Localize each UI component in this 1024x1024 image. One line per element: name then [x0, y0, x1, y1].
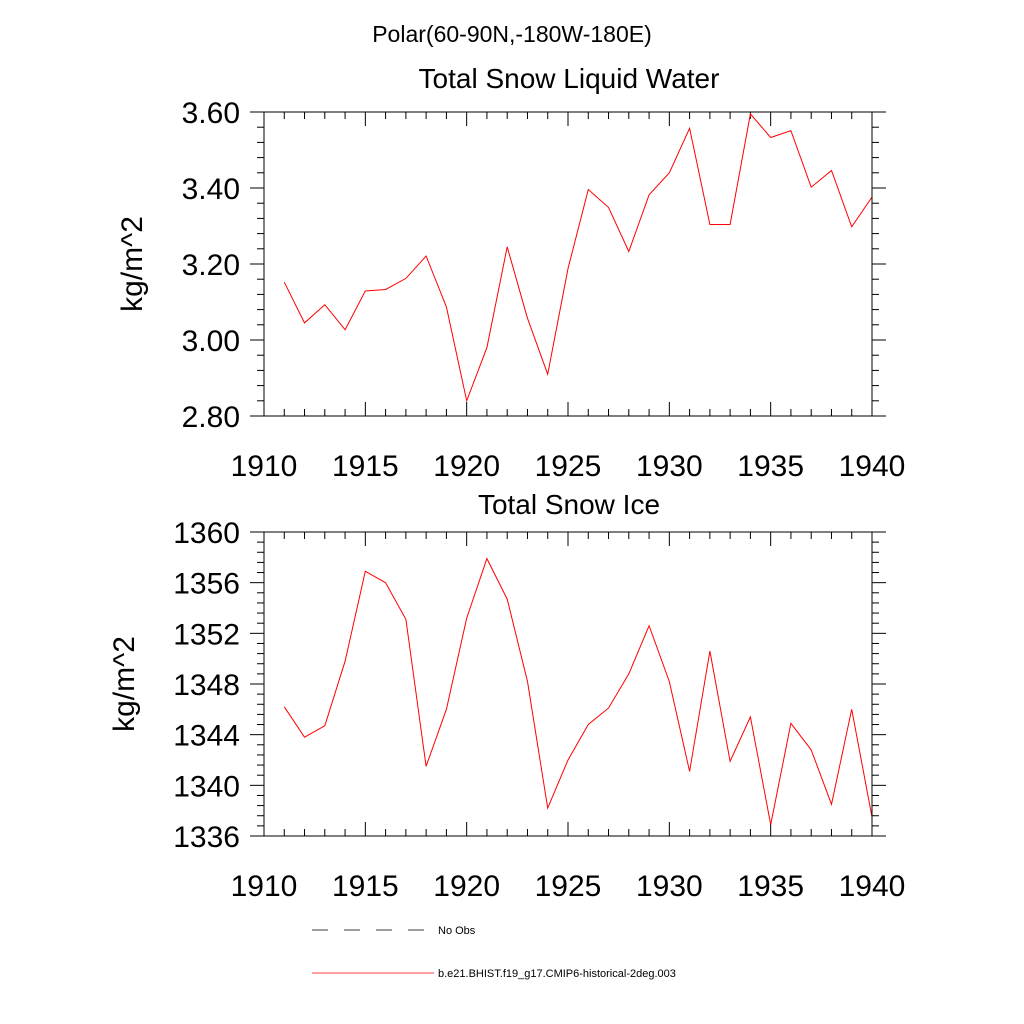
- ticks-layer: 1910 1915 1920 1925 1930 1935 1940 2.80 3.00 3.20…: [182, 97, 906, 483]
- y-tick-label: 1352: [173, 618, 240, 651]
- y-tick-label: 3.20: [182, 249, 240, 282]
- x-tick-label: 1935: [737, 870, 804, 903]
- plot-frame: [263, 531, 873, 837]
- x-tick-label: 1920: [433, 450, 500, 483]
- y-tick-label: 1344: [173, 720, 240, 753]
- legend-entry-no-obs: No Obs: [312, 925, 476, 937]
- series-layer: [283, 112, 873, 403]
- x-tick-label: 1930: [636, 450, 703, 483]
- y-tick-label: 3.00: [182, 325, 240, 358]
- x-tick-label: 1930: [636, 870, 703, 903]
- x-tick-label: 1910: [231, 450, 298, 483]
- y-tick-label: 3.40: [182, 173, 240, 206]
- legend: No Obs b.e21.BHIST.f19_g17.CMIP6-histori…: [312, 925, 676, 980]
- series-line: [283, 557, 873, 825]
- y-axis-label: kg/m^2: [108, 636, 141, 732]
- x-tick-label: 1925: [535, 870, 602, 903]
- y-axis-label: kg/m^2: [116, 216, 149, 312]
- figure-suptitle: Polar(60-90N,-180W-180E): [372, 21, 652, 47]
- x-tick-label: 1915: [332, 450, 399, 483]
- y-tick-label: 1356: [173, 568, 240, 601]
- legend-entry-model: b.e21.BHIST.f19_g17.CMIP6-historical-2de…: [312, 968, 676, 980]
- x-tick-label: 1940: [839, 870, 906, 903]
- panel-title: Total Snow Ice: [478, 489, 660, 520]
- panel-title: Total Snow Liquid Water: [419, 63, 720, 94]
- y-tick-label: 3.60: [182, 97, 240, 130]
- x-tick-label: 1925: [535, 450, 602, 483]
- y-tick-label: 1360: [173, 517, 240, 550]
- x-tick-label: 1935: [737, 450, 804, 483]
- ticks-layer: 1910 1915 1920 1925 1930 1935 1940 1336 1340 1344…: [173, 517, 905, 903]
- panel-snow-ice: Total Snow Ice kg/m^2 1910 1915 1920 1925 19…: [108, 489, 905, 903]
- y-tick-label: 1340: [173, 770, 240, 803]
- y-tick-label: 1336: [173, 821, 240, 854]
- panel-snow-liquid-water: Total Snow Liquid Water kg/m^2 1910 1915 1…: [116, 63, 905, 483]
- series-layer: [283, 557, 873, 825]
- plot-frame: [263, 111, 873, 417]
- x-tick-label: 1920: [433, 870, 500, 903]
- series-line: [283, 112, 873, 403]
- x-tick-label: 1940: [839, 450, 906, 483]
- legend-label: No Obs: [438, 925, 476, 937]
- y-tick-label: 1348: [173, 669, 240, 702]
- x-tick-label: 1915: [332, 870, 399, 903]
- legend-label: b.e21.BHIST.f19_g17.CMIP6-historical-2de…: [438, 968, 676, 980]
- y-tick-label: 2.80: [182, 401, 240, 434]
- x-tick-label: 1910: [231, 870, 298, 903]
